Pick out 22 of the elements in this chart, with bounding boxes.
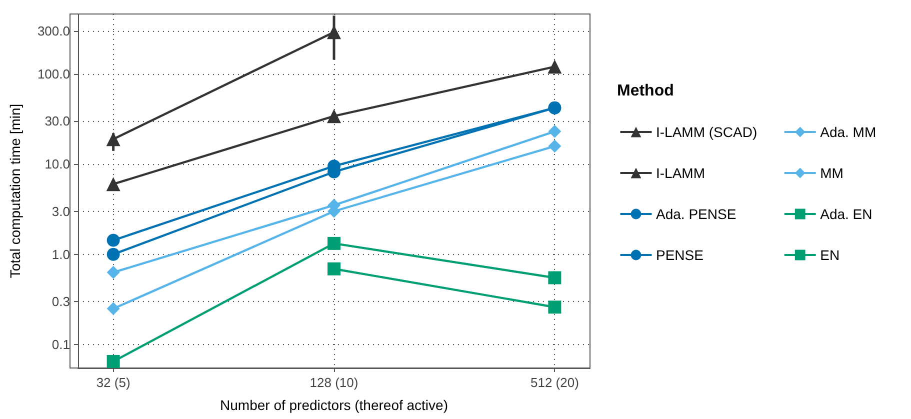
legend-title: Method [617, 82, 674, 100]
x-tick-label: 32 (5) [96, 375, 130, 390]
x-tick-label: 128 (10) [310, 375, 358, 390]
y-tick-label: 3.0 [52, 204, 70, 219]
legend-label: I-LAMM [656, 165, 705, 181]
y-axis-title: Total computation time [min] [7, 104, 23, 278]
legend-label: Ada. PENSE [656, 206, 736, 222]
legend-label: Ada. MM [820, 124, 876, 140]
y-tick-label: 300.0 [37, 23, 70, 38]
y-tick-label: 30.0 [44, 114, 70, 129]
legend-label: MM [820, 165, 844, 181]
legend-label: EN [820, 247, 840, 263]
legend-label: Ada. EN [820, 206, 872, 222]
x-axis-title: Number of predictors (thereof active) [220, 397, 448, 413]
x-tick-label: 512 (20) [530, 375, 579, 390]
legend-label: I-LAMM (SCAD) [656, 124, 758, 140]
y-tick-label: 100.0 [37, 66, 70, 82]
y-tick-label: 0.3 [52, 294, 70, 310]
y-tick-label: 1.0 [52, 246, 70, 262]
y-tick-label: 10.0 [44, 156, 70, 172]
y-tick-label: 0.1 [52, 337, 70, 352]
legend-label: PENSE [656, 247, 704, 263]
